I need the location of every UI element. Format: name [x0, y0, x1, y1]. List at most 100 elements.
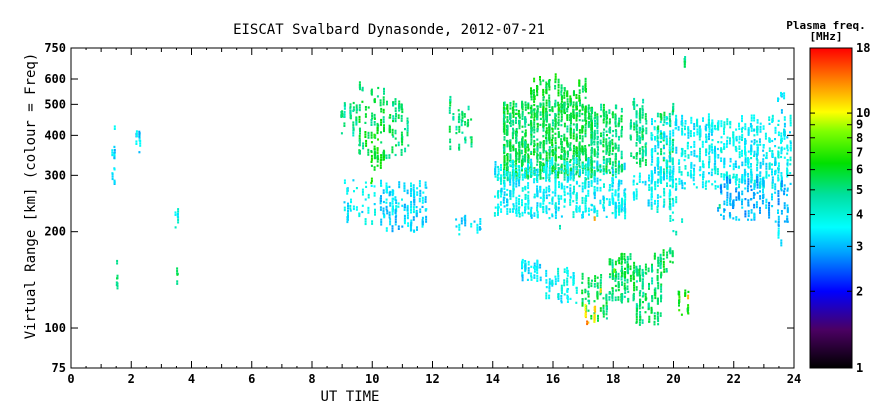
data-point-c21 — [699, 152, 701, 155]
data-point-c14 — [506, 142, 509, 145]
data-point-c21 — [678, 182, 681, 185]
data-point-c16 — [518, 206, 520, 209]
data-point-c05 — [176, 273, 179, 276]
data-point-c16 — [524, 171, 526, 174]
data-point-c15 — [560, 100, 563, 103]
data-point-c15 — [530, 98, 533, 101]
data-point-c16 — [536, 187, 539, 190]
data-point-c14 — [506, 107, 509, 110]
data-point-c19 — [662, 123, 665, 126]
data-point-c14 — [587, 120, 590, 124]
data-point-c16 — [611, 188, 614, 191]
data-point-c16 — [500, 182, 502, 185]
data-point-c16 — [515, 202, 518, 205]
data-point-c16 — [563, 193, 566, 197]
data-point-c07 — [364, 113, 367, 116]
data-point-c21 — [777, 151, 780, 154]
data-point-c21 — [684, 120, 687, 123]
data-point-c21 — [723, 130, 725, 133]
data-point-c22 — [755, 201, 758, 204]
data-point-c14 — [563, 136, 566, 139]
data-point-c14 — [587, 125, 590, 128]
data-point-c15 — [560, 95, 563, 98]
data-point-c17 — [611, 174, 614, 177]
data-point-c17 — [600, 106, 603, 109]
y-axis-label: Virtual Range [km] (colour = Freq) — [23, 53, 39, 340]
data-point-c16 — [530, 164, 533, 167]
data-point-c21 — [762, 149, 765, 152]
data-point-c11 — [397, 227, 400, 230]
data-point-c17 — [605, 165, 608, 168]
data-point-c16 — [506, 212, 509, 215]
data-point-c16 — [524, 176, 526, 179]
data-point-c16 — [599, 186, 602, 190]
data-point-c14 — [524, 108, 527, 111]
data-point-c16 — [557, 200, 560, 203]
data-point-c21 — [756, 128, 759, 131]
data-point-c14 — [506, 179, 509, 182]
data-point-c21 — [660, 168, 662, 171]
data-point-c21 — [723, 160, 726, 163]
data-point-c12 — [470, 138, 473, 141]
data-point-c14 — [545, 142, 548, 145]
data-point-c17 — [618, 135, 620, 139]
data-point-c14 — [575, 135, 578, 138]
data-point-c06 — [343, 115, 346, 118]
data-point-c15 — [545, 104, 548, 107]
data-point-c16 — [521, 189, 524, 192]
data-point-c14 — [542, 140, 545, 143]
data-point-c17 — [608, 152, 611, 155]
data-point-c20 — [641, 181, 644, 184]
data-point-c14 — [527, 102, 530, 105]
data-point-c17 — [602, 155, 605, 159]
data-point-c11 — [398, 186, 401, 189]
data-point-c16 — [515, 180, 518, 183]
data-point-c11 — [421, 220, 424, 223]
data-point-c15 — [581, 85, 584, 88]
data-point-c14 — [545, 120, 548, 123]
data-point-c07 — [382, 101, 385, 104]
data-point-c16 — [505, 204, 508, 207]
data-point-c14 — [569, 160, 572, 163]
data-point-c21 — [750, 168, 753, 171]
data-point-c21 — [774, 126, 777, 129]
data-point-c21 — [734, 178, 737, 181]
data-point-c16 — [554, 208, 557, 211]
data-point-c15 — [542, 79, 545, 82]
data-point-c17 — [590, 158, 593, 162]
data-point-c14 — [566, 127, 569, 131]
data-point-c16 — [584, 165, 587, 169]
data-point-c07 — [358, 104, 361, 107]
data-point-c07 — [380, 141, 383, 144]
data-point-c21 — [687, 141, 689, 144]
data-point-c16 — [624, 214, 627, 217]
data-point-c16 — [500, 187, 503, 190]
data-point-c12 — [449, 99, 451, 102]
data-point-c15 — [563, 91, 566, 95]
data-point-c18 — [641, 159, 644, 162]
data-point-c14 — [512, 105, 515, 108]
data-point-c14 — [557, 119, 560, 122]
data-point-c21 — [717, 185, 720, 188]
data-point-c21 — [656, 130, 659, 133]
data-point-c11 — [403, 203, 406, 206]
data-point-c21 — [762, 163, 765, 166]
data-point-c18 — [645, 142, 648, 145]
data-point-c11 — [394, 209, 397, 212]
data-point-c21 — [666, 182, 668, 185]
data-point-c14 — [530, 136, 533, 139]
data-point-c14 — [548, 128, 551, 131]
data-point-c14 — [536, 138, 539, 141]
data-point-c17 — [602, 118, 605, 122]
data-point-c11 — [412, 189, 415, 192]
data-point-c17 — [602, 143, 605, 146]
data-point-c08 — [388, 128, 391, 131]
data-point-c21 — [780, 141, 782, 144]
data-point-c07 — [373, 117, 376, 120]
data-point-c21 — [681, 184, 684, 187]
data-point-c16 — [584, 184, 587, 187]
data-point-c06 — [349, 103, 352, 106]
data-point-c21 — [780, 152, 783, 155]
data-point-c14 — [572, 152, 575, 155]
data-point-c15 — [533, 91, 535, 94]
